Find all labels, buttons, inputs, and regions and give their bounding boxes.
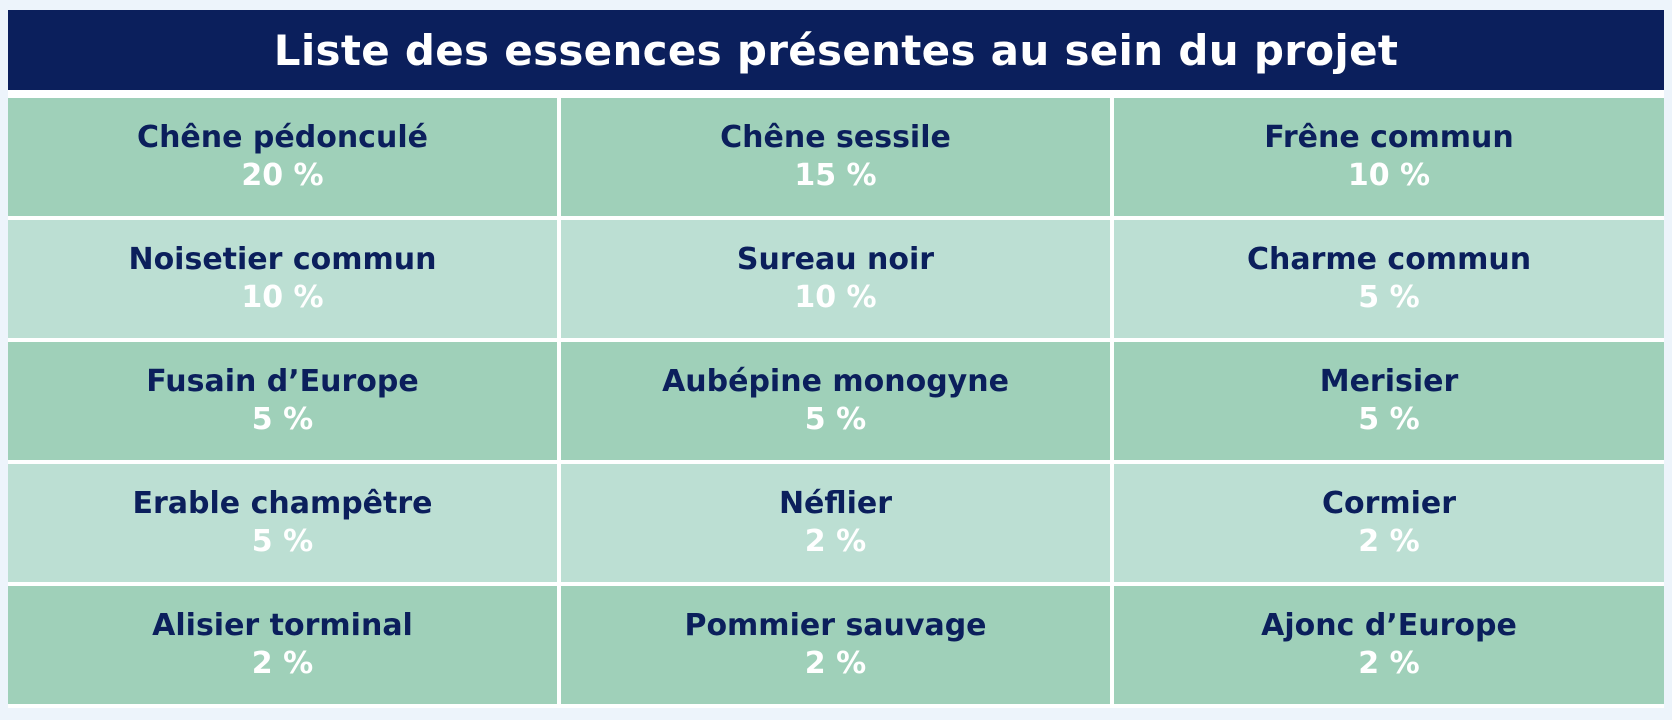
species-name: Frêne commun: [1264, 120, 1514, 155]
species-name: Pommier sauvage: [684, 608, 987, 643]
species-name: Aubépine monogyne: [662, 364, 1009, 399]
species-table: Liste des essences présentes au sein du …: [8, 10, 1664, 708]
species-cell: Aubépine monogyne 5 %: [561, 342, 1110, 460]
species-percent: 2 %: [251, 646, 314, 681]
species-cell: Frêne commun 10 %: [1114, 98, 1664, 216]
species-cell: Charme commun 5 %: [1114, 220, 1664, 338]
species-percent: 5 %: [804, 402, 867, 437]
table-header: Liste des essences présentes au sein du …: [8, 10, 1664, 90]
table-title: Liste des essences présentes au sein du …: [273, 25, 1399, 75]
species-percent: 15 %: [794, 158, 877, 193]
species-name: Charme commun: [1246, 242, 1532, 277]
species-name: Néflier: [778, 486, 893, 521]
species-name: Merisier: [1319, 364, 1459, 399]
species-percent: 20 %: [241, 158, 324, 193]
species-cell: Merisier 5 %: [1114, 342, 1664, 460]
species-name: Erable champêtre: [132, 486, 433, 521]
species-name: Ajonc d’Europe: [1261, 608, 1517, 643]
species-cell: Noisetier commun 10 %: [8, 220, 557, 338]
species-grid: Chêne pédonculé 20 % Chêne sessile 15 % …: [8, 98, 1664, 708]
species-cell: Chêne pédonculé 20 %: [8, 98, 557, 216]
species-percent: 2 %: [804, 646, 867, 681]
species-percent: 2 %: [1358, 646, 1420, 681]
species-name: Chêne sessile: [720, 120, 951, 155]
species-name: Chêne pédonculé: [137, 120, 428, 155]
species-cell: Pommier sauvage 2 %: [561, 586, 1110, 704]
species-name: Alisier torminal: [152, 608, 413, 643]
species-percent: 5 %: [251, 524, 314, 559]
species-cell: Sureau noir 10 %: [561, 220, 1110, 338]
species-name: Fusain d’Europe: [146, 364, 419, 399]
species-percent: 5 %: [1358, 402, 1420, 437]
species-name: Sureau noir: [736, 242, 935, 277]
species-cell: Alisier torminal 2 %: [8, 586, 557, 704]
species-cell: Néflier 2 %: [561, 464, 1110, 582]
species-cell: Fusain d’Europe 5 %: [8, 342, 557, 460]
species-cell: Ajonc d’Europe 2 %: [1114, 586, 1664, 704]
species-percent: 2 %: [1358, 524, 1420, 559]
species-percent: 10 %: [241, 280, 324, 315]
species-percent: 5 %: [251, 402, 314, 437]
species-cell: Cormier 2 %: [1114, 464, 1664, 582]
species-name: Noisetier commun: [128, 242, 437, 277]
species-percent: 5 %: [1358, 280, 1420, 315]
species-percent: 10 %: [1347, 158, 1431, 193]
species-cell: Erable champêtre 5 %: [8, 464, 557, 582]
species-name: Cormier: [1321, 486, 1457, 521]
species-percent: 10 %: [794, 280, 877, 315]
species-cell: Chêne sessile 15 %: [561, 98, 1110, 216]
species-percent: 2 %: [804, 524, 867, 559]
